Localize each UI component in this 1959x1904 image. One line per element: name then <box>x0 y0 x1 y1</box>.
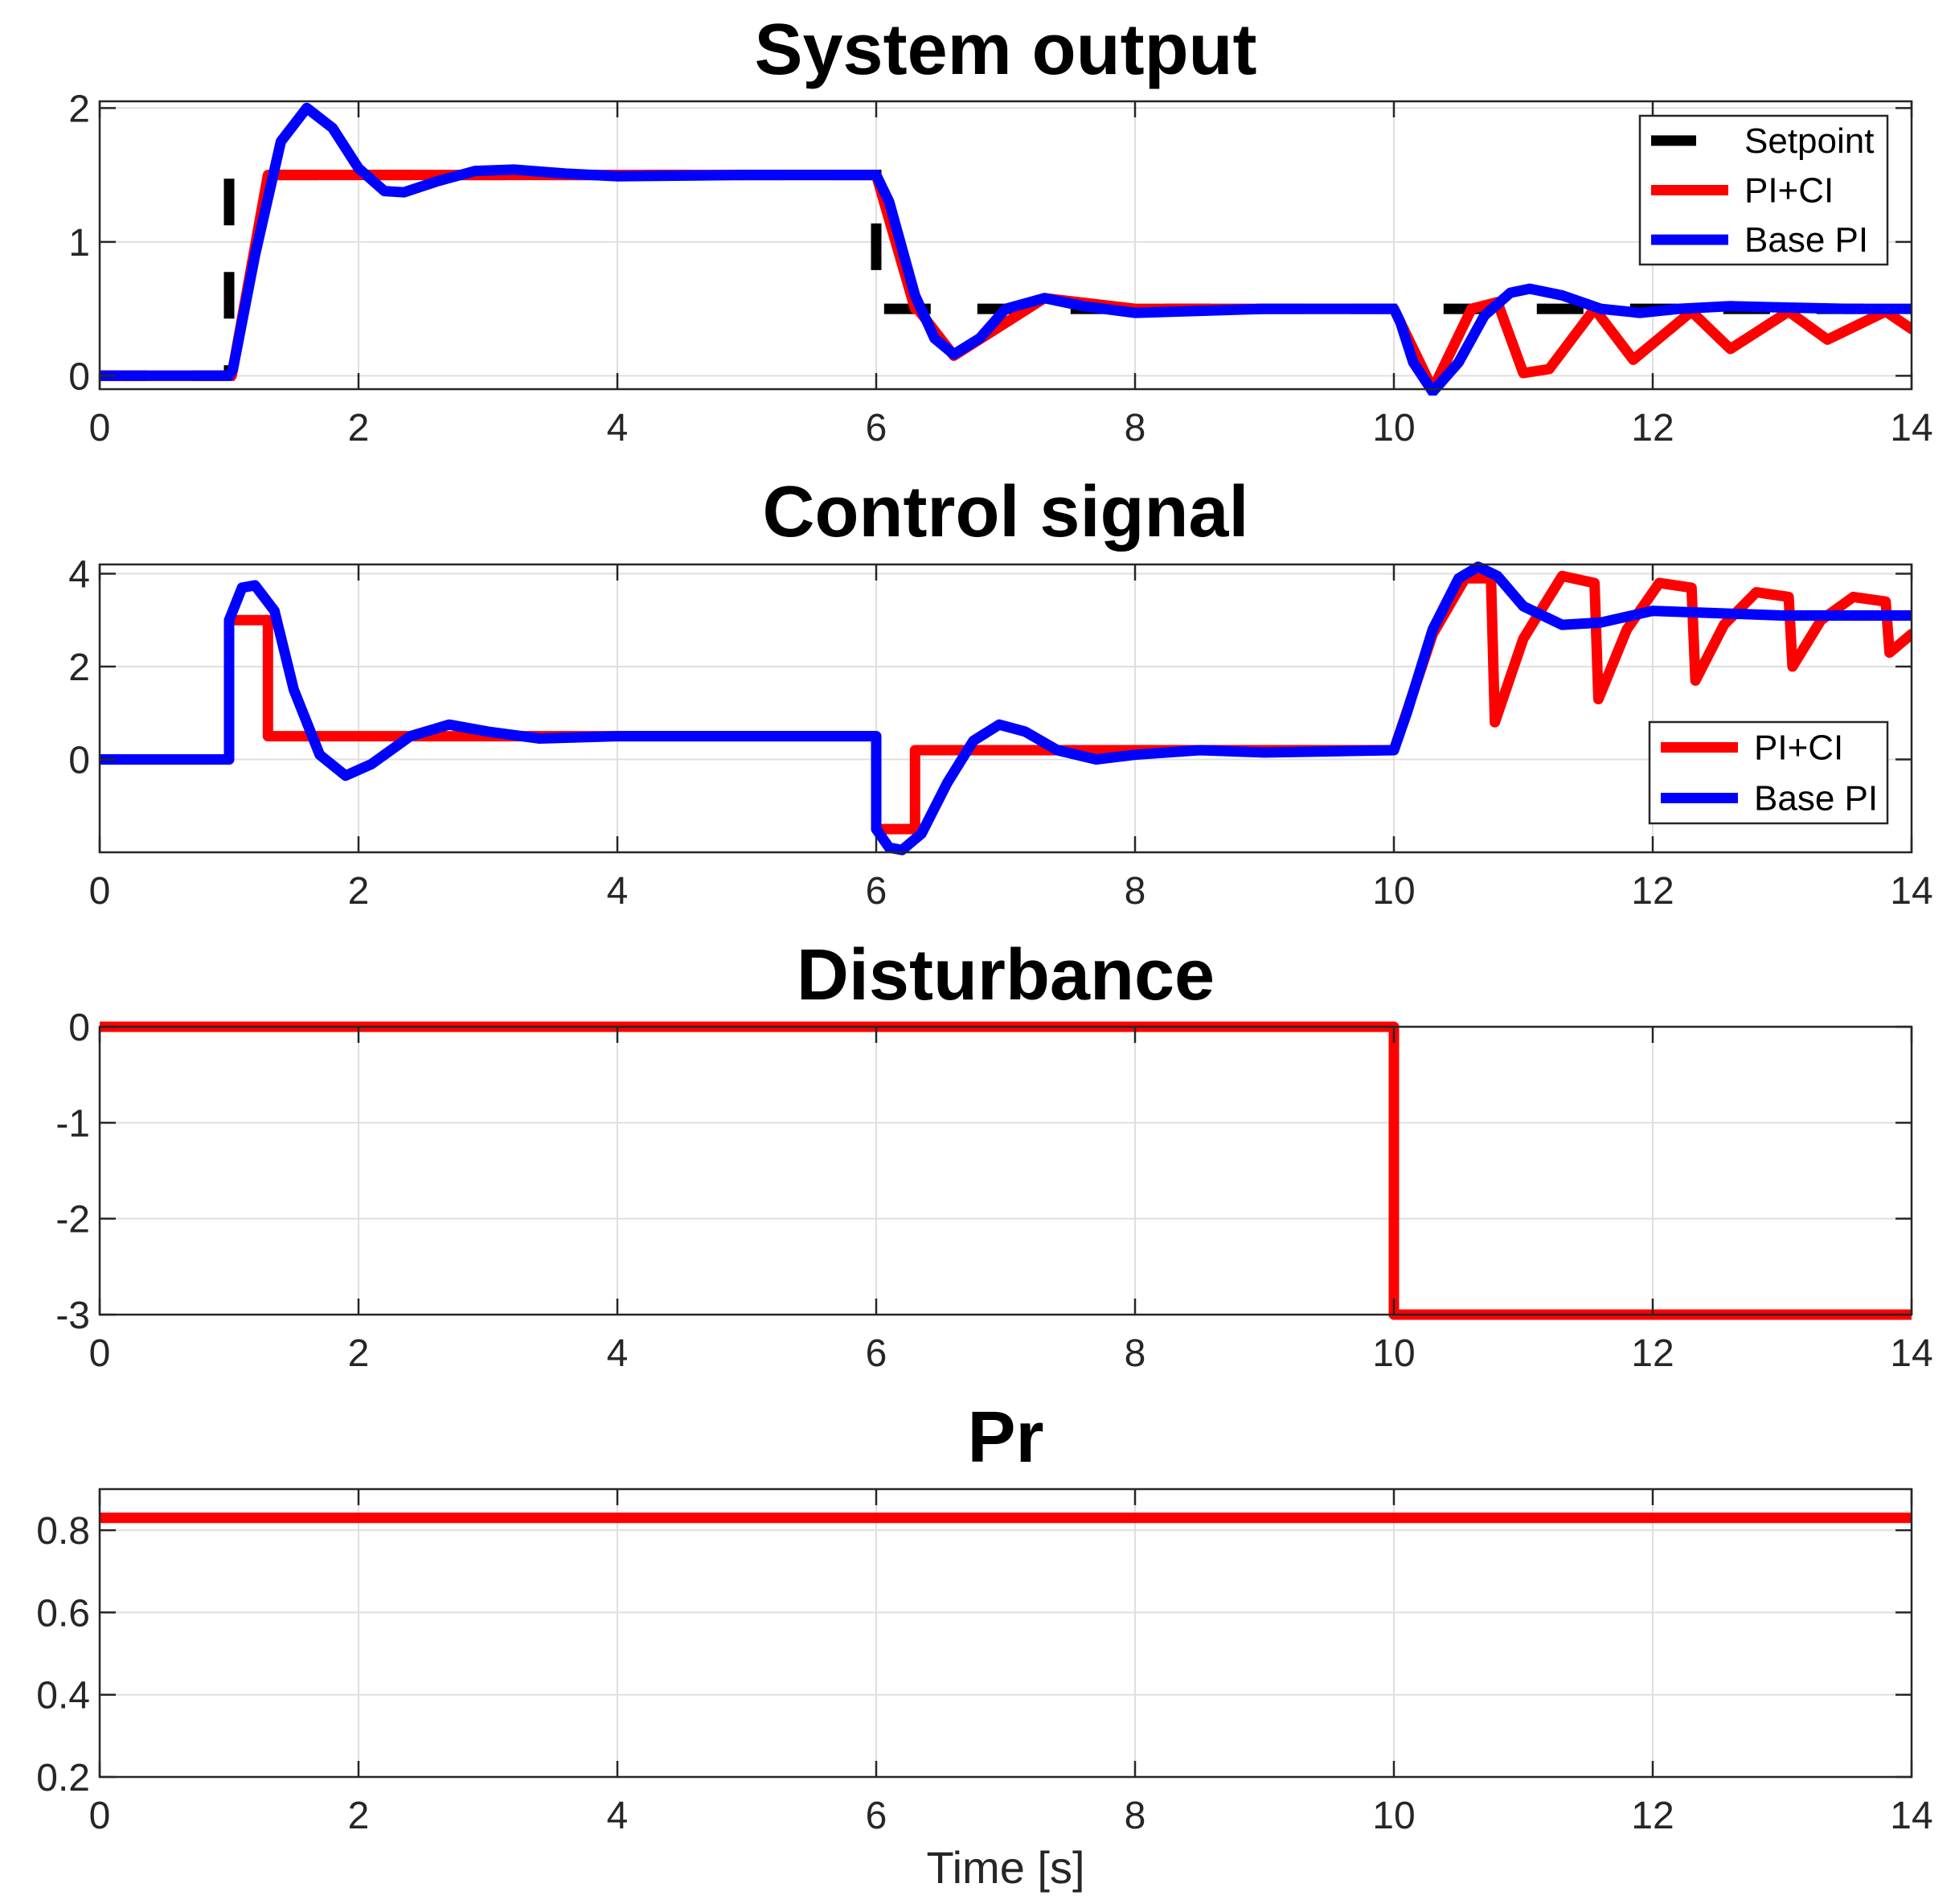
disturbance-x-tick-label: 10 <box>1372 1332 1415 1375</box>
disturbance-y-tick-label: -1 <box>55 1102 90 1145</box>
system-output-x-tick-label: 2 <box>348 407 370 449</box>
control-signal-series-base-pi <box>100 561 1912 856</box>
pr-y-tick-label: 0.6 <box>36 1592 90 1635</box>
control-signal-x-tick-label: 2 <box>348 870 370 913</box>
system-output-axes-box <box>98 100 1913 391</box>
control-signal-legend-box <box>1648 720 1889 825</box>
pr-y-tick-label: 0.2 <box>36 1757 90 1799</box>
control-signal-y-tick-label: 2 <box>68 646 90 689</box>
control-signal-y-tick-label: 4 <box>68 554 90 597</box>
control-signal-x-tick-label: 8 <box>1125 870 1146 913</box>
system-output-x-tick-label: 0 <box>89 407 111 449</box>
pr-title: Pr <box>967 1397 1043 1478</box>
system-output-x-tick-label: 14 <box>1890 407 1932 449</box>
pr-x-tick-label: 4 <box>607 1795 629 1837</box>
system-output-legend-label-setpoint: Setpoint <box>1744 121 1874 161</box>
pr-panel: 0 2 4 6 8 10 12 14 0.2 0.4 0.6 0.8 Pr Time [s] <box>36 1397 1932 1893</box>
pr-x-tick-label: 14 <box>1890 1795 1932 1837</box>
disturbance-panel: 0 2 4 6 8 10 12 14 0 -1 -2 -3 Disturbance <box>55 935 1932 1375</box>
system-output-y-tick-label: 0 <box>68 355 90 398</box>
control-signal-legend: PI+CI Base PI <box>1648 720 1889 825</box>
pr-x-tick-label: 12 <box>1631 1795 1674 1837</box>
disturbance-y-tick-label: 0 <box>68 1007 90 1049</box>
system-output-x-tick-label: 4 <box>607 407 629 449</box>
control-signal-x-tick-label: 12 <box>1631 870 1674 913</box>
system-output-legend-label-pi-ci: PI+CI <box>1744 171 1834 211</box>
disturbance-x-tick-label: 0 <box>89 1332 111 1375</box>
disturbance-x-tick-label: 2 <box>348 1332 370 1375</box>
pr-x-axis-label: Time [s] <box>926 1842 1084 1893</box>
system-output-x-tick-label: 10 <box>1372 407 1415 449</box>
system-output-series-base-pi <box>100 102 1912 396</box>
disturbance-x-tick-label: 4 <box>607 1332 629 1375</box>
pr-y-tick-label: 0.4 <box>36 1675 90 1717</box>
disturbance-series-group <box>100 1021 1912 1320</box>
disturbance-x-tick-label: 6 <box>866 1332 887 1375</box>
system-output-legend-label-base-pi: Base PI <box>1744 220 1868 260</box>
system-output-legend: Setpoint PI+CI Base PI <box>1638 114 1889 266</box>
disturbance-x-tick-label: 12 <box>1631 1332 1674 1375</box>
system-output-x-tick-label: 6 <box>866 407 887 449</box>
pr-x-tick-label: 0 <box>89 1795 111 1837</box>
control-signal-series-group <box>100 561 1912 856</box>
control-signal-x-tick-label: 4 <box>607 870 629 913</box>
control-signal-x-tick-label: 14 <box>1890 870 1932 913</box>
control-signal-legend-label-base-pi: Base PI <box>1754 779 1878 819</box>
disturbance-title: Disturbance <box>797 935 1215 1016</box>
disturbance-y-tick-label: -2 <box>55 1199 90 1241</box>
control-signal-panel: 0 2 4 6 8 10 12 14 0 2 4 Control signal PI+CI Base PI <box>68 472 1932 913</box>
pr-x-tick-label: 6 <box>866 1795 887 1837</box>
system-output-x-tick-label: 8 <box>1125 407 1146 449</box>
control-signal-y-tick-label: 0 <box>68 740 90 782</box>
control-signal-x-tick-label: 6 <box>866 870 887 913</box>
control-signal-x-tick-label: 0 <box>89 870 111 913</box>
system-output-y-tick-label: 1 <box>68 222 90 265</box>
disturbance-axes-box <box>98 1025 1913 1316</box>
pr-y-tick-label: 0.8 <box>36 1510 90 1553</box>
disturbance-series-disturbance <box>100 1021 1912 1320</box>
system-output-x-tick-label: 12 <box>1631 407 1674 449</box>
pr-axes-box <box>98 1488 1913 1779</box>
control-signal-x-tick-label: 10 <box>1372 870 1415 913</box>
pr-x-tick-label: 10 <box>1372 1795 1415 1837</box>
disturbance-y-tick-label: -3 <box>55 1295 90 1337</box>
control-signal-title: Control signal <box>763 472 1249 552</box>
control-signal-axes-box <box>98 563 1913 854</box>
disturbance-x-tick-label: 14 <box>1890 1332 1932 1375</box>
pr-x-tick-label: 2 <box>348 1795 370 1837</box>
control-signal-legend-label-pi-ci: PI+CI <box>1754 728 1843 768</box>
system-output-title: System output <box>754 10 1256 90</box>
disturbance-x-tick-label: 8 <box>1125 1332 1146 1375</box>
pr-x-tick-label: 8 <box>1125 1795 1146 1837</box>
system-output-y-tick-label: 2 <box>68 88 90 130</box>
